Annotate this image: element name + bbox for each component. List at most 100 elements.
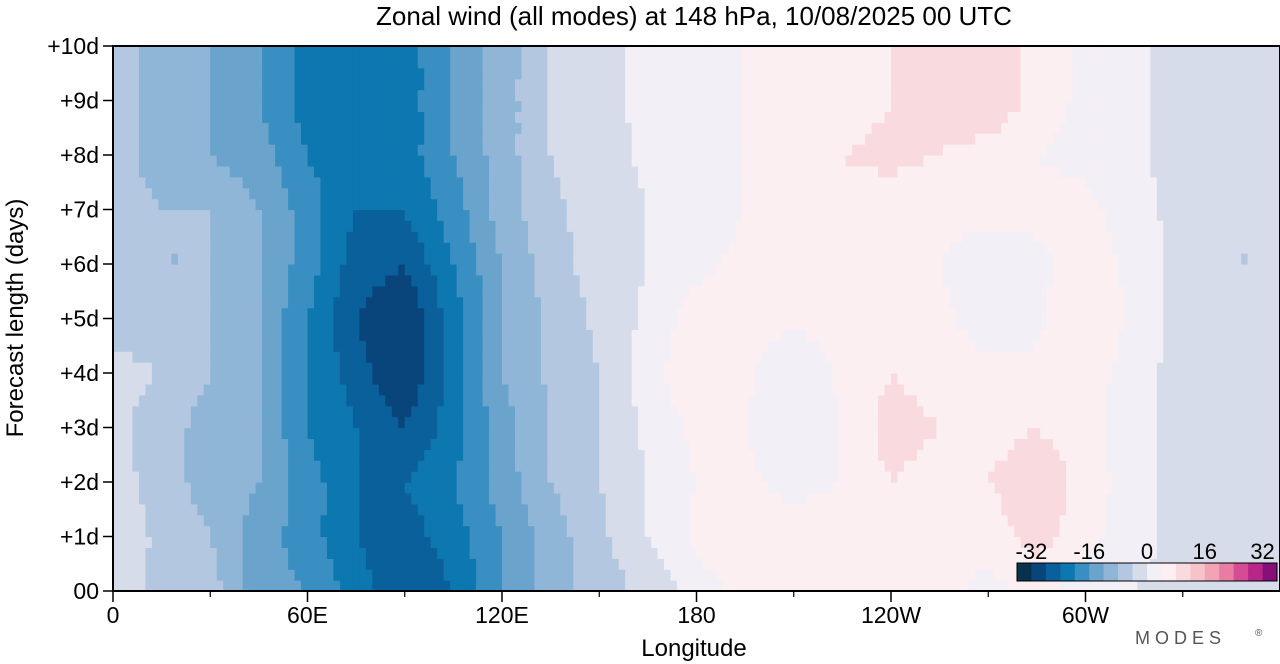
heatmap-cell (145, 416, 153, 429)
heatmap-cell (540, 580, 548, 591)
heatmap-cell (1020, 373, 1028, 385)
heatmap-cell (819, 471, 827, 483)
heatmap-cell (1124, 471, 1132, 483)
heatmap-cell (1085, 373, 1093, 385)
heatmap-cell (761, 580, 769, 591)
heatmap-cell (1130, 438, 1138, 450)
heatmap-cell (521, 482, 529, 494)
heatmap-cell (618, 514, 626, 527)
heatmap-cell (411, 558, 419, 570)
heatmap-cell (1176, 405, 1184, 418)
heatmap-cell (184, 362, 192, 374)
heatmap-cell (365, 471, 373, 483)
heatmap-cell (605, 307, 613, 320)
heatmap-cell (599, 514, 607, 527)
heatmap-cell (216, 405, 224, 418)
heatmap-cell (618, 394, 626, 407)
heatmap-cell (132, 569, 140, 581)
heatmap-cell (223, 416, 231, 429)
heatmap-cell (644, 525, 652, 538)
heatmap-cell (1267, 318, 1275, 330)
heatmap-cell (151, 514, 159, 527)
heatmap-cell (858, 383, 866, 396)
heatmap-cell (1156, 362, 1164, 374)
heatmap-cell (826, 362, 834, 374)
heatmap-cell (579, 471, 587, 483)
heatmap-cell (456, 373, 464, 385)
heatmap-cell (1104, 536, 1113, 548)
heatmap-cell (1176, 427, 1184, 439)
heatmap-cell (1189, 373, 1197, 385)
heatmap-cell (171, 438, 179, 450)
heatmap-cell (346, 536, 354, 548)
heatmap-cell (1053, 503, 1061, 516)
heatmap-cell (527, 547, 536, 559)
heatmap-cell (1079, 296, 1087, 309)
heatmap-cell (1007, 351, 1015, 363)
heatmap-cell (365, 438, 373, 450)
heatmap-cell (1020, 514, 1028, 527)
heatmap-cell (404, 394, 412, 407)
heatmap-cell (1091, 383, 1100, 396)
heatmap-cell (145, 427, 153, 439)
heatmap-cell (540, 438, 548, 450)
heatmap-cell (1098, 547, 1106, 559)
heatmap-cell (949, 525, 957, 538)
heatmap-cell (242, 351, 250, 363)
heatmap-cell (476, 318, 484, 330)
heatmap-cell (1267, 460, 1275, 472)
heatmap-cell (1195, 525, 1203, 538)
heatmap-cell (871, 329, 879, 341)
heatmap-cell (437, 460, 445, 472)
heatmap-cell (754, 362, 762, 374)
heatmap-cell (599, 580, 607, 591)
heatmap-cell (352, 438, 360, 450)
heatmap-cell (761, 460, 769, 472)
heatmap-cell (644, 307, 652, 320)
heatmap-cell (203, 405, 211, 418)
heatmap-cell (962, 471, 970, 483)
heatmap-cell (424, 318, 432, 330)
heatmap-cell (865, 318, 873, 330)
heatmap-cell (424, 405, 432, 418)
heatmap-cell (1182, 427, 1190, 439)
heatmap-cell (1169, 503, 1177, 516)
heatmap-cell (748, 525, 756, 538)
heatmap-cell (949, 416, 957, 429)
heatmap-cell (281, 503, 289, 516)
heatmap-cell (443, 351, 451, 363)
heatmap-cell (223, 296, 231, 309)
heatmap-cell (1247, 296, 1255, 309)
heatmap-cell (787, 296, 795, 309)
heatmap-cell (1176, 318, 1184, 330)
heatmap-cell (294, 449, 302, 461)
heatmap-cell (313, 536, 322, 548)
heatmap-cell (949, 427, 957, 439)
heatmap-cell (832, 285, 840, 298)
heatmap-cell (113, 514, 121, 527)
heatmap-cell (651, 340, 659, 352)
heatmap-cell (735, 307, 743, 320)
heatmap-cell (378, 569, 386, 581)
heatmap-cell (618, 340, 626, 352)
heatmap-cell (741, 547, 749, 559)
heatmap-cell (936, 416, 944, 429)
heatmap-cell (916, 427, 925, 439)
heatmap-cell (936, 373, 944, 385)
heatmap-cell (605, 460, 613, 472)
heatmap-cell (677, 492, 685, 505)
heatmap-cell (1130, 525, 1138, 538)
heatmap-cell (1027, 373, 1035, 385)
heatmap-cell (1085, 394, 1093, 407)
heatmap-cell (1254, 416, 1262, 429)
heatmap-cell (339, 438, 347, 450)
heatmap-cell (1137, 405, 1145, 418)
heatmap-cell (1091, 416, 1100, 429)
heatmap-cell (1124, 580, 1132, 591)
heatmap-cell (560, 460, 568, 472)
heatmap-cell (443, 405, 451, 418)
heatmap-cell (1111, 383, 1119, 396)
heatmap-cell (800, 580, 808, 591)
heatmap-cell (560, 438, 568, 450)
heatmap-cell (573, 362, 581, 374)
